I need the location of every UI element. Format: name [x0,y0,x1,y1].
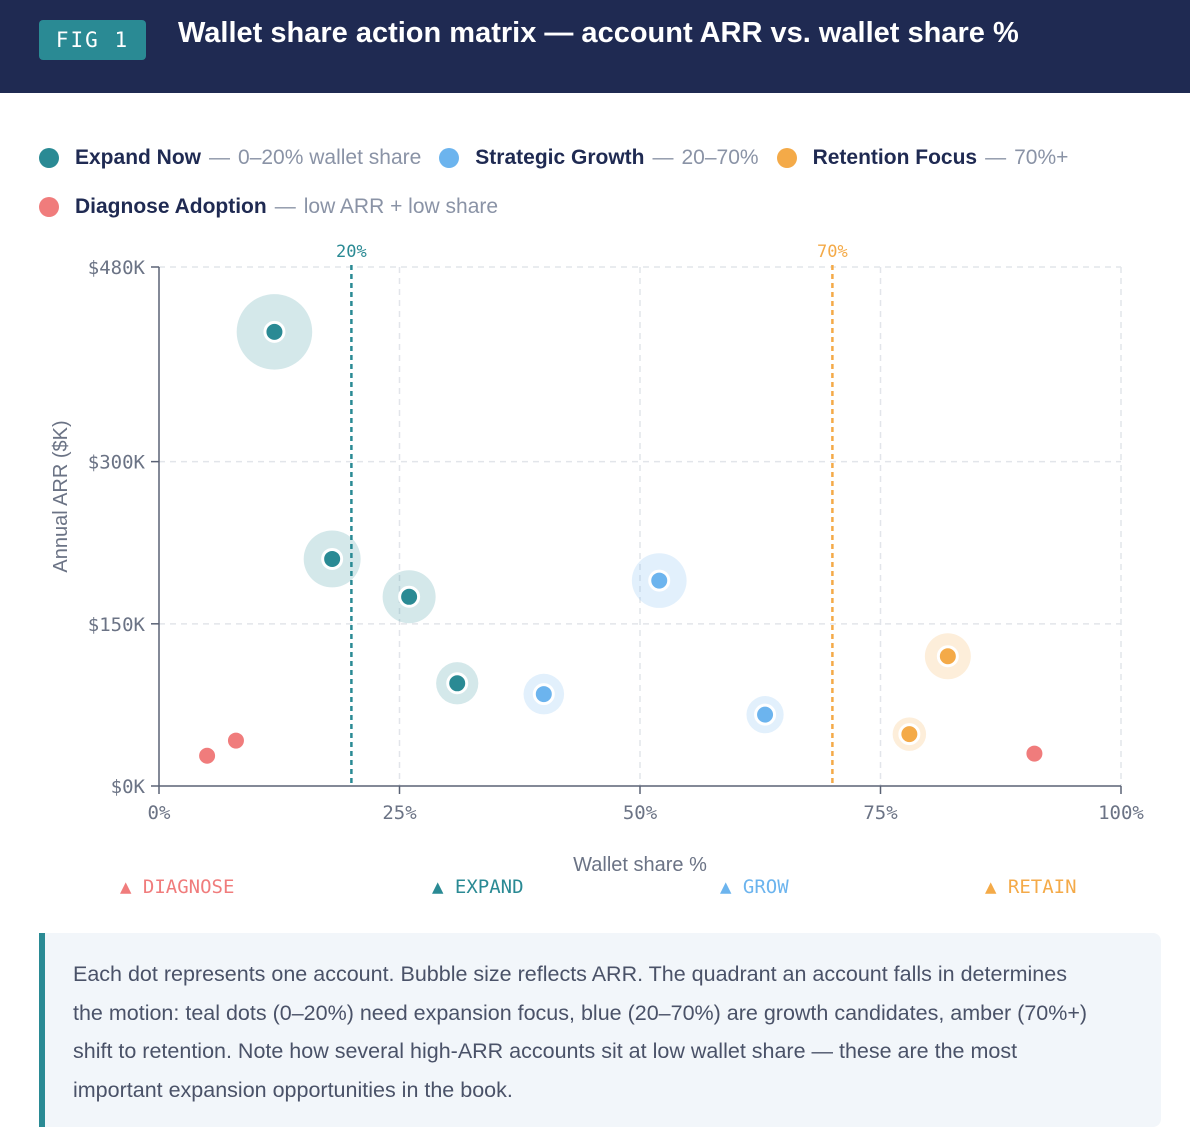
threshold-label: 20% [336,242,367,262]
data-point [532,683,555,706]
data-point [936,645,959,668]
y-tick-label: $480K [88,257,146,279]
figure-badge: FIG 1 [39,20,146,60]
legend-name: Expand Now [75,146,202,169]
x-tick-label: 50% [623,802,658,824]
y-axis-label: Annual ARR ($K) [50,420,72,572]
legend-row-2: Diagnose Adoption — low ARR + low share [39,192,516,222]
legend-separator: — [274,195,296,218]
legend-desc: 20–70% [681,146,759,169]
zone-label: ▲ GROW [720,876,789,898]
legend-dot [39,197,59,217]
data-point [1023,742,1046,765]
header: FIG 1 Wallet share action matrix — accou… [0,0,1190,93]
legend-name: Strategic Growth [475,146,645,169]
data-point [898,723,921,746]
x-tick-label: 75% [863,802,898,824]
legend-item-strategic-growth: Strategic Growth — 20–70% [439,146,759,170]
x-tick-label: 0% [148,802,171,824]
legend-separator: — [985,146,1007,169]
legend-separator: — [652,146,674,169]
y-tick-label: $300K [88,452,146,474]
legend-separator: — [209,146,231,169]
legend-name: Diagnose Adoption [75,195,267,218]
zone-label: ▲ RETAIN [985,876,1077,898]
legend-dot [39,148,59,168]
data-point [196,744,219,767]
y-tick-label: $0K [111,776,146,798]
legend-name: Retention Focus [812,146,978,169]
data-point [321,547,344,570]
threshold-label: 70% [817,242,848,262]
legend-item-expand-now: Expand Now — 0–20% wallet share [39,146,421,170]
data-point [224,729,247,752]
x-axis-label: Wallet share % [573,854,707,876]
zone-label: ▲ EXPAND [432,876,524,898]
data-point [398,585,421,608]
data-point [263,320,286,343]
legend-desc: low ARR + low share [303,195,499,218]
caption-note: Each dot represents one account. Bubble … [39,933,1161,1127]
legend-desc: 0–20% wallet share [238,146,422,169]
legend-dot [439,148,460,168]
data-point [648,569,671,592]
legend-item-diagnose-adoption: Diagnose Adoption — low ARR + low share [39,195,498,219]
data-point [446,672,469,695]
x-tick-label: 25% [382,802,417,824]
legend-item-retention-focus: Retention Focus — 70%+ [776,146,1069,170]
chart-title: Wallet share action matrix — account ARR… [178,17,1019,49]
legend-row-1: Expand Now — 0–20% wallet share Strategi… [39,143,1086,173]
zone-label: ▲ DIAGNOSE [120,876,234,898]
legend-desc: 70%+ [1014,146,1069,169]
x-tick-label: 100% [1098,802,1144,824]
legend-dot [776,148,797,168]
scatter-chart: $0K $150K $300K $480K 0% 25% 50% 75% 100% Wallet … [50,242,1144,898]
data-point [754,703,777,726]
y-tick-label: $150K [88,614,146,636]
